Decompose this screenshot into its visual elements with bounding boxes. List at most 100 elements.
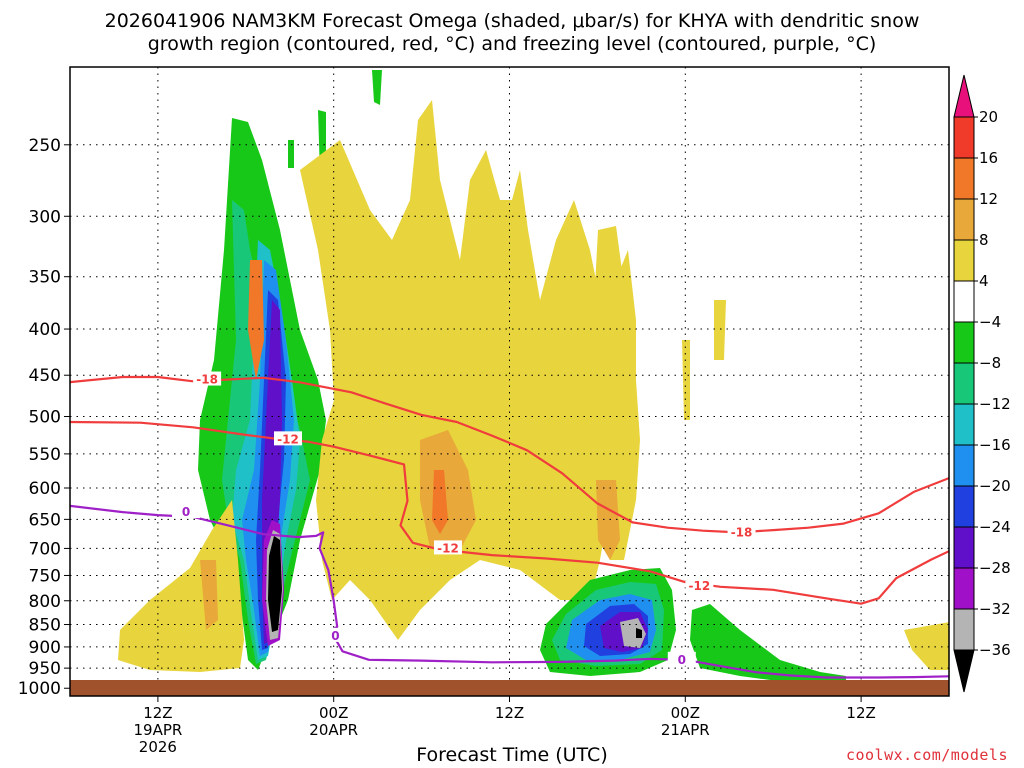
contour-line: [70, 375, 949, 534]
y-tick-label: 750: [29, 566, 61, 586]
colorbar-label: −24: [979, 518, 1011, 536]
colorbar-swatch: [953, 198, 975, 241]
y-tick-label: 600: [29, 479, 61, 499]
contour-label: -12: [277, 432, 299, 446]
contour-label: 0: [182, 505, 190, 519]
contour-label-bg: [193, 371, 222, 386]
y-tick-label: 350: [29, 268, 61, 288]
colorbar-label: 16: [979, 149, 998, 167]
colorbar-label: −20: [979, 477, 1011, 495]
colorbar-swatch: [953, 116, 975, 159]
omega-upward-black-2: [636, 628, 642, 638]
colorbar-swatch: [953, 362, 975, 405]
contour-label-bg: [321, 627, 350, 642]
y-tick-label: 450: [29, 366, 61, 386]
colorbar-legend: 20 16 12 8 4 −4 −8 −12 −16 −20 −24 −28 −32 −36: [953, 74, 1011, 693]
x-tick-label: 21APR: [661, 721, 710, 739]
y-tick-label: 300: [29, 207, 61, 227]
contour-line: [70, 504, 949, 679]
colorbar-swatch: [953, 321, 975, 364]
colorbar-label: 8: [979, 231, 989, 249]
omega-upward-green-3: [690, 604, 846, 684]
contour-label-bg: [172, 504, 201, 519]
y-tick-label: 850: [29, 616, 61, 636]
x-tick-label: 12Z: [143, 704, 172, 722]
colorbar-label: −36: [979, 641, 1011, 659]
y-tick-label: 250: [29, 136, 61, 156]
x-axis-label: Forecast Time (UTC): [416, 744, 608, 766]
x-tick-label: 2026: [139, 738, 177, 756]
omega-upward-gray-2: [620, 618, 646, 648]
y-axis: 2503003504004505005506006507007508008509…: [18, 136, 70, 699]
ground-surface: [70, 680, 949, 696]
omega-upward-green-small: [372, 70, 382, 105]
contour-label: -12: [437, 541, 459, 555]
omega-sinking-orange-e: [200, 560, 218, 630]
grid-lines: [70, 67, 949, 696]
omega-sinking-yellow-far2: [714, 300, 726, 360]
y-tick-label: 900: [29, 638, 61, 658]
y-tick-label: 500: [29, 408, 61, 428]
omega-sinking-orange-c: [596, 480, 620, 560]
x-tick-label: 20APR: [309, 721, 358, 739]
contour-label: -18: [196, 373, 218, 387]
omega-sinking-yellow-main: [300, 100, 636, 640]
colorbar-label: 20: [979, 108, 998, 126]
temperature-contours: -18 -18 -12 -12 -12 0 0 0: [70, 371, 949, 679]
colorbar-swatch: [953, 280, 975, 323]
colorbar-swatch: [953, 403, 975, 446]
colorbar-swatch: [953, 444, 975, 487]
colorbar-swatch: [953, 485, 975, 528]
colorbar-top-arrow: [953, 74, 975, 118]
colorbar-label: −16: [979, 436, 1011, 454]
chart-title-line-2: growth region (contoured, red, °C) and f…: [147, 33, 877, 55]
colorbar-swatch: [953, 239, 975, 282]
omega-sinking-yellow-corner: [904, 622, 949, 670]
x-tick-label: 19APR: [133, 721, 182, 739]
colorbar-label: −4: [979, 313, 1001, 331]
omega-upward-green-small2: [288, 140, 294, 168]
omega-upward-black: [268, 536, 282, 632]
colorbar-label: −12: [979, 395, 1011, 413]
omega-sinking-yellow-low: [118, 500, 244, 672]
x-tick-label: 12Z: [495, 704, 524, 722]
y-tick-label: 650: [29, 510, 61, 530]
y-tick-label: 1000: [18, 679, 61, 699]
contour-label: -18: [731, 525, 753, 539]
contour-label-bg: [273, 431, 302, 446]
y-tick-label: 550: [29, 445, 61, 465]
contour-label-bg: [685, 577, 714, 592]
omega-sinking-orange-b: [432, 470, 448, 534]
colorbar-bottom-arrow: [953, 649, 975, 693]
chart-title-line-1: 2026041906 NAM3KM Forecast Omega (shaded…: [104, 10, 920, 32]
contour-label: 0: [331, 629, 339, 643]
colorbar-label: −8: [979, 354, 1001, 372]
omega-sinking-yellow-right: [590, 226, 640, 560]
colorbar-swatch: [953, 157, 975, 200]
colorbar-label: −32: [979, 600, 1011, 618]
contour-label-bg: [667, 651, 696, 666]
colorbar-swatch: [953, 526, 975, 569]
contour-label-bg: [433, 540, 462, 555]
colorbar-label: 12: [979, 190, 998, 208]
contour-label-bg: [727, 524, 756, 539]
contour-label: -12: [689, 579, 711, 593]
colorbar-swatch: [953, 567, 975, 610]
x-tick-label: 00Z: [671, 704, 700, 722]
y-tick-label: 700: [29, 539, 61, 559]
y-tick-label: 800: [29, 592, 61, 612]
omega-sinking-orange-d: [248, 260, 264, 380]
x-tick-label: 00Z: [319, 704, 348, 722]
colorbar-label: 4: [979, 272, 989, 290]
y-tick-label: 400: [29, 320, 61, 340]
colorbar-label: −28: [979, 559, 1011, 577]
y-tick-label: 950: [29, 659, 61, 679]
contour-label: 0: [678, 653, 686, 667]
colorbar-swatch: [953, 608, 975, 651]
omega-sinking-yellow-far: [682, 340, 690, 420]
x-tick-label: 12Z: [846, 704, 875, 722]
source-credit: coolwx.com/models: [845, 746, 1008, 764]
omega-shading: [118, 70, 949, 684]
